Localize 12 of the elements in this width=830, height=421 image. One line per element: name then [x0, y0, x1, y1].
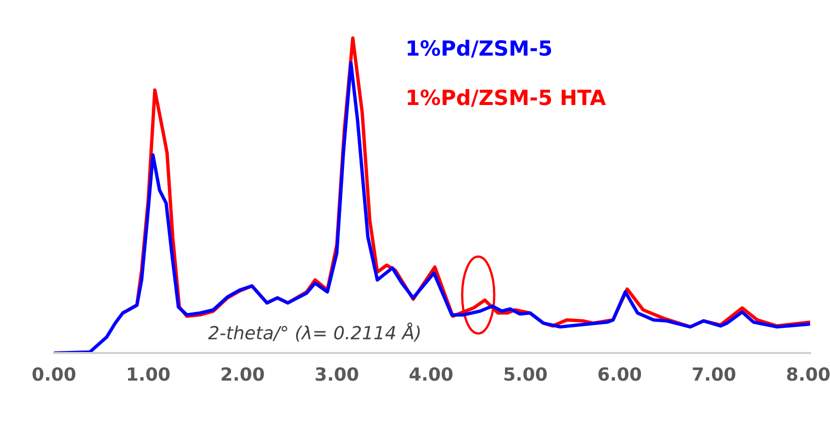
x-axis-title: 2-theta/° (λ= 0.2114 Å)	[208, 322, 420, 342]
x-tick-label: 8.00	[787, 367, 830, 381]
x-tick-label: 0.00	[32, 367, 76, 381]
x-tick-label: 3.00	[316, 367, 358, 381]
text: 1%Pd/ZSM-5 HTA	[408, 89, 606, 107]
x-tick-label: 1.00	[128, 367, 170, 381]
text: 1%Pd/ZSM-5	[408, 40, 552, 58]
x-tick-label: 4.00	[410, 367, 452, 381]
x-tick-label: 5.00	[504, 367, 547, 381]
x-tick-label: 2.00	[222, 367, 264, 381]
x-tick-label: 6.00	[598, 367, 642, 381]
x-tick-label: 7.00	[692, 367, 736, 381]
